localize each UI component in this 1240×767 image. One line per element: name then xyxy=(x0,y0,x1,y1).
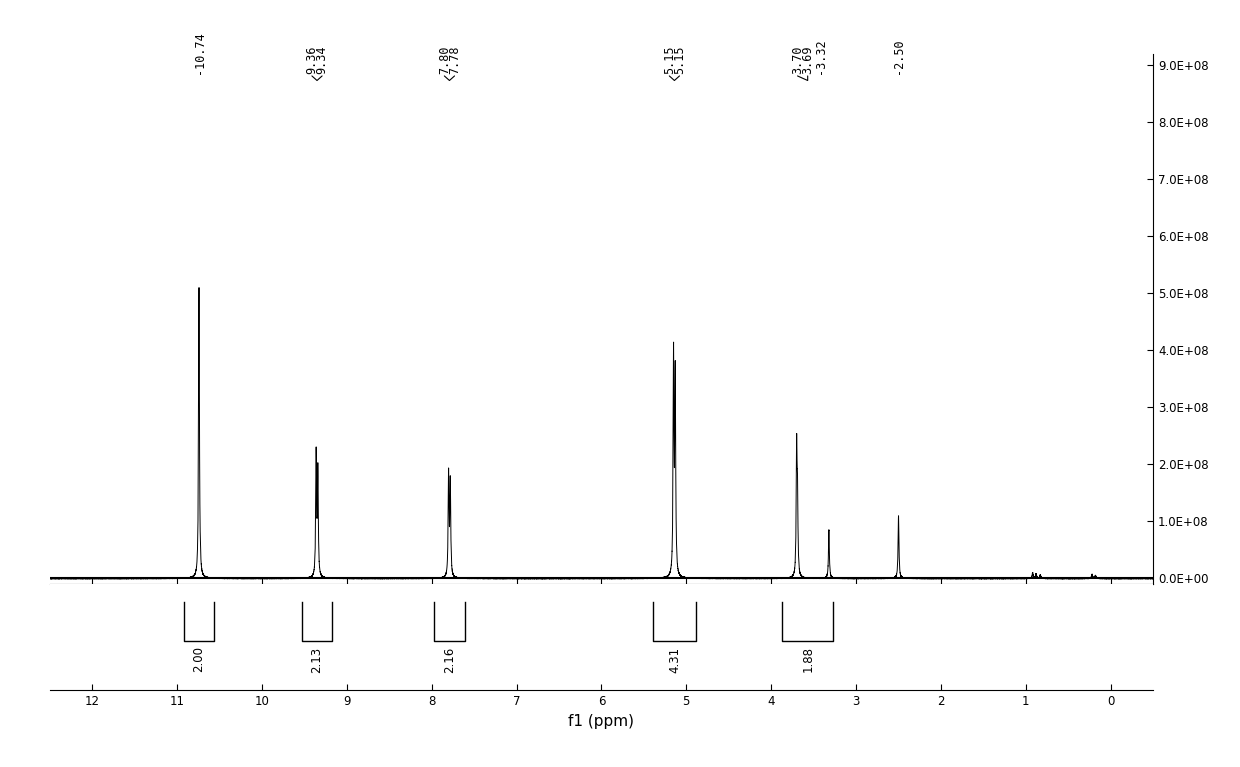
Text: 7.78: 7.78 xyxy=(448,45,461,74)
Text: -3.32: -3.32 xyxy=(813,38,827,74)
Text: 7.80: 7.80 xyxy=(438,45,451,74)
Text: 5.15: 5.15 xyxy=(663,45,676,74)
X-axis label: f1 (ppm): f1 (ppm) xyxy=(568,714,635,729)
Text: -10.74: -10.74 xyxy=(192,31,206,74)
Text: 5.15: 5.15 xyxy=(673,45,686,74)
Text: 3.70: 3.70 xyxy=(791,45,804,74)
Text: 2.00: 2.00 xyxy=(192,647,206,673)
Text: 2.13: 2.13 xyxy=(310,647,324,673)
Text: 9.36: 9.36 xyxy=(305,45,319,74)
Text: 2.16: 2.16 xyxy=(443,647,456,673)
Text: 1.88: 1.88 xyxy=(801,647,815,673)
Text: 9.34: 9.34 xyxy=(316,45,329,74)
Text: 4.31: 4.31 xyxy=(668,647,681,673)
Text: -2.50: -2.50 xyxy=(892,38,905,74)
Text: 3.69: 3.69 xyxy=(801,45,815,74)
